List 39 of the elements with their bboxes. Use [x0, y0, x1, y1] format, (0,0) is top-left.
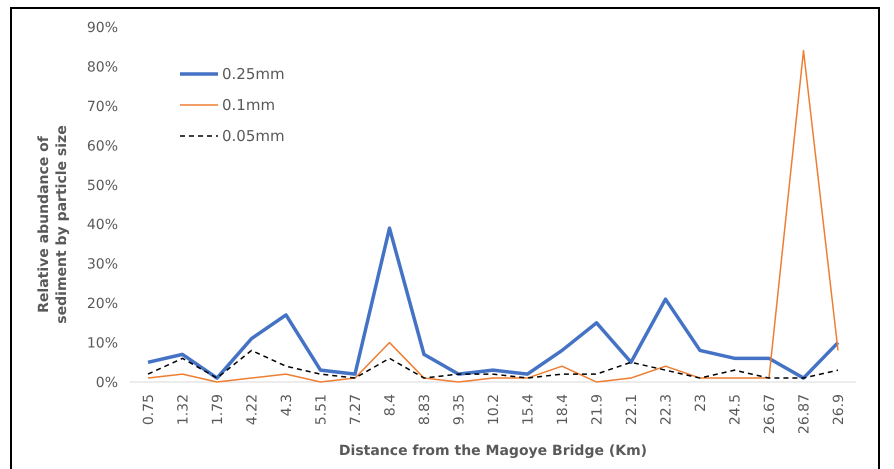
- line-series: [147, 350, 839, 379]
- y-tick-label: 50%: [86, 178, 118, 194]
- x-tick-label: 8.4: [382, 394, 398, 416]
- x-tick-label: 26.67: [762, 394, 778, 434]
- y-tick-label: 70%: [86, 98, 118, 115]
- x-tick-label: 4.22: [244, 394, 260, 426]
- y-tick-label: 90%: [86, 20, 118, 36]
- x-axis-title: Distance from the Magoye Bridge (Km): [338, 443, 648, 459]
- x-tick-label: 26.87: [796, 394, 812, 434]
- x-tick-label: 15.4: [520, 394, 536, 426]
- x-tick-label: 8.83: [417, 394, 433, 426]
- x-tick-label: 1.32: [176, 394, 192, 426]
- y-tick-label: 80%: [86, 59, 118, 76]
- x-tick-label: 24.5: [728, 394, 744, 426]
- y-tick-label: 40%: [86, 217, 118, 234]
- x-tick-label: 9.35: [452, 394, 468, 426]
- line-series: [147, 50, 839, 383]
- legend-label: 0.1mm: [222, 96, 276, 114]
- x-tick-label: 7.27: [348, 394, 364, 426]
- x-tick-label: 4.3: [279, 394, 295, 416]
- y-tick-label: 20%: [86, 296, 118, 312]
- x-tick-label: 18.4: [555, 394, 571, 426]
- x-tick-label: 22.3: [658, 394, 674, 426]
- x-tick-label: 5.51: [314, 394, 330, 426]
- x-tick-label: 21.9: [590, 394, 606, 426]
- x-tick-label: 0.75: [141, 394, 157, 426]
- legend-label: 0.25mm: [222, 65, 285, 83]
- x-tick-label: 10.2: [486, 394, 502, 426]
- x-tick-label: 1.79: [210, 394, 226, 426]
- line-series: [146, 226, 840, 380]
- legend-label: 0.05mm: [222, 127, 285, 145]
- y-tick-label: 30%: [86, 256, 118, 273]
- x-tick-label: 22.1: [624, 394, 640, 426]
- y-tick-label: 60%: [86, 138, 118, 154]
- x-tick-label: 26.9: [831, 394, 847, 426]
- y-tick-label: 10%: [86, 336, 118, 352]
- x-tick-label: 23: [693, 394, 709, 412]
- y-tick-label: 0%: [96, 375, 118, 391]
- y-axis-title: Relative abundance of sediment by particle size: [36, 125, 70, 324]
